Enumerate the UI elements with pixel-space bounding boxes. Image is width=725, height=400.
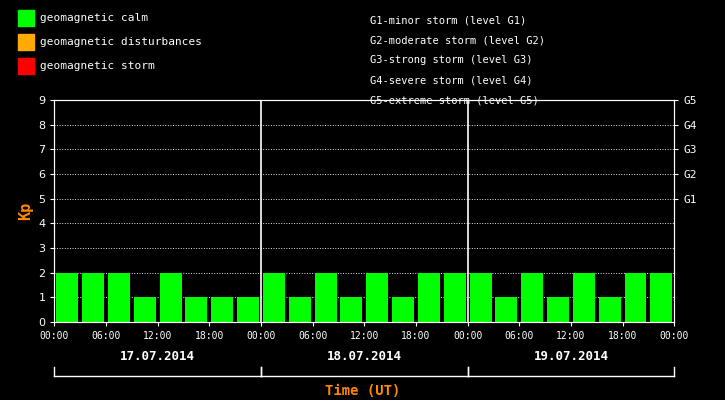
- Text: geomagnetic storm: geomagnetic storm: [40, 61, 154, 71]
- Text: G3-strong storm (level G3): G3-strong storm (level G3): [370, 55, 532, 65]
- Bar: [108, 273, 130, 322]
- Bar: [186, 297, 207, 322]
- Text: 17.07.2014: 17.07.2014: [120, 350, 195, 362]
- Bar: [444, 273, 465, 322]
- Bar: [263, 273, 285, 322]
- Bar: [624, 273, 647, 322]
- Bar: [211, 297, 233, 322]
- Text: G5-extreme storm (level G5): G5-extreme storm (level G5): [370, 95, 539, 105]
- Bar: [573, 273, 594, 322]
- Bar: [237, 297, 259, 322]
- Text: G2-moderate storm (level G2): G2-moderate storm (level G2): [370, 35, 544, 45]
- Y-axis label: Kp: Kp: [17, 202, 33, 220]
- Text: 19.07.2014: 19.07.2014: [534, 350, 608, 362]
- Bar: [366, 273, 388, 322]
- Bar: [82, 273, 104, 322]
- Text: 18.07.2014: 18.07.2014: [327, 350, 402, 362]
- Bar: [547, 297, 569, 322]
- Text: G1-minor storm (level G1): G1-minor storm (level G1): [370, 15, 526, 25]
- Text: Time (UT): Time (UT): [325, 384, 400, 398]
- Bar: [650, 273, 672, 322]
- Bar: [392, 297, 414, 322]
- Bar: [341, 297, 362, 322]
- Bar: [418, 273, 440, 322]
- Bar: [57, 273, 78, 322]
- Bar: [289, 297, 311, 322]
- Bar: [599, 297, 621, 322]
- Bar: [315, 273, 336, 322]
- Bar: [521, 273, 543, 322]
- Text: geomagnetic disturbances: geomagnetic disturbances: [40, 37, 202, 47]
- Bar: [160, 273, 181, 322]
- Bar: [134, 297, 156, 322]
- Bar: [470, 273, 492, 322]
- Text: geomagnetic calm: geomagnetic calm: [40, 13, 148, 23]
- Text: G4-severe storm (level G4): G4-severe storm (level G4): [370, 75, 532, 85]
- Bar: [495, 297, 518, 322]
